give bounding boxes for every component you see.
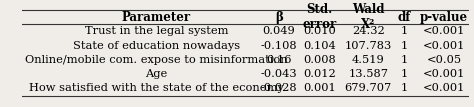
Text: 1: 1: [401, 69, 408, 79]
Text: -0.043: -0.043: [261, 69, 297, 79]
Text: 0.104: 0.104: [303, 41, 336, 51]
Text: 0.012: 0.012: [303, 69, 336, 79]
Text: -0.028: -0.028: [261, 83, 297, 93]
Text: Parameter: Parameter: [122, 11, 191, 24]
Text: 1: 1: [401, 26, 408, 36]
Text: 0.001: 0.001: [303, 83, 336, 93]
Text: 1: 1: [401, 83, 408, 93]
Text: <0.001: <0.001: [423, 41, 465, 51]
Text: Age: Age: [145, 69, 167, 79]
Text: 4.519: 4.519: [352, 55, 385, 65]
Text: Std.
error: Std. error: [302, 3, 337, 31]
Text: 0.16: 0.16: [266, 55, 292, 65]
Text: <0.001: <0.001: [423, 83, 465, 93]
Text: 13.587: 13.587: [348, 69, 388, 79]
Text: Trust in the legal system: Trust in the legal system: [85, 26, 228, 36]
Text: -0.108: -0.108: [261, 41, 297, 51]
Text: 0.010: 0.010: [303, 26, 336, 36]
Text: β: β: [275, 11, 283, 24]
Text: 0.008: 0.008: [303, 55, 336, 65]
Text: <0.001: <0.001: [423, 69, 465, 79]
Text: How satisfied with the state of the economy: How satisfied with the state of the econ…: [29, 83, 284, 93]
Text: 0.049: 0.049: [263, 26, 295, 36]
Text: <0.001: <0.001: [423, 26, 465, 36]
Text: 679.707: 679.707: [345, 83, 392, 93]
Text: 1: 1: [401, 41, 408, 51]
Text: 107.783: 107.783: [345, 41, 392, 51]
Text: <0.05: <0.05: [427, 55, 462, 65]
Text: Wald
X²: Wald X²: [352, 3, 384, 31]
Text: 24.32: 24.32: [352, 26, 385, 36]
Text: p-value: p-value: [420, 11, 468, 24]
Text: State of education nowadays: State of education nowadays: [73, 41, 240, 51]
Text: df: df: [397, 11, 411, 24]
Text: Online/mobile com. expose to misinformation: Online/mobile com. expose to misinformat…: [25, 55, 288, 65]
Text: 1: 1: [401, 55, 408, 65]
